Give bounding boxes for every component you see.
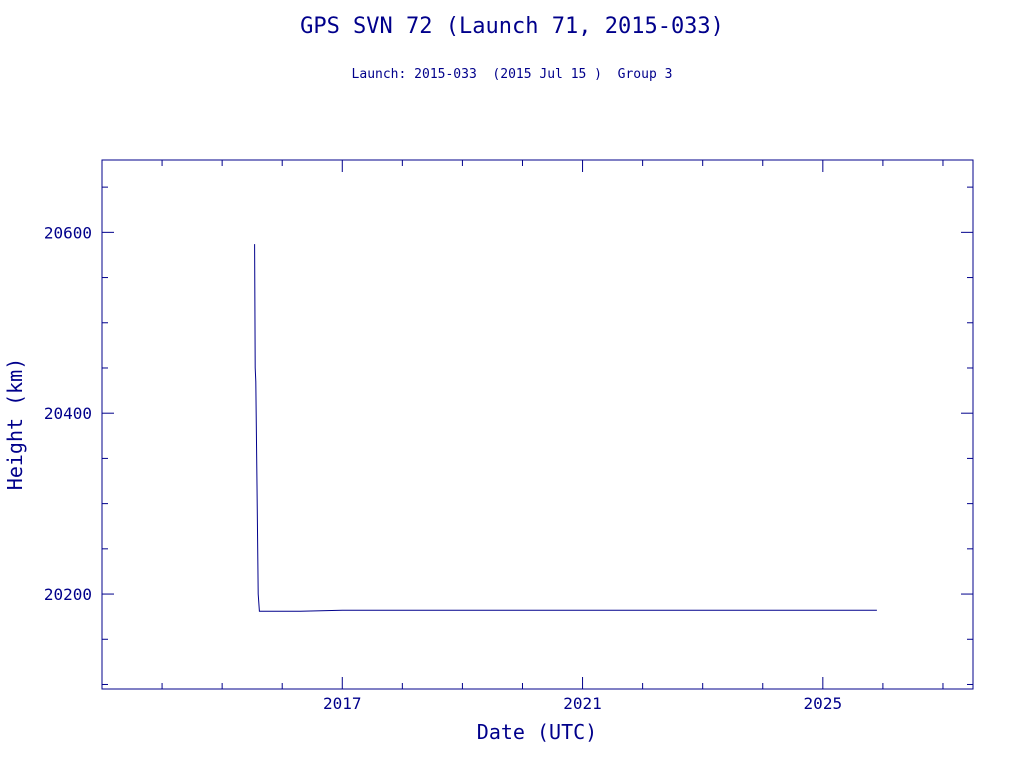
- axis-tick-labels: 2017 2021 2025 20200 20400 20600: [44, 223, 842, 713]
- x-tick-label: 2025: [804, 694, 843, 713]
- axis-ticks: [101, 160, 973, 689]
- chart-title: GPS SVN 72 (Launch 71, 2015-033): [300, 14, 724, 39]
- chart-subtitle: Launch: 2015-033 (2015 Jul 15 ) Group 3: [351, 67, 673, 82]
- x-axis-label: Date (UTC): [477, 720, 597, 744]
- plot-frame: [101, 159, 974, 690]
- y-tick-label: 20200: [44, 585, 92, 604]
- y-axis-label: Height (km): [3, 358, 27, 490]
- x-tick-label: 2017: [323, 694, 362, 713]
- y-tick-label: 20400: [44, 404, 92, 423]
- series-line: [254, 244, 877, 612]
- x-tick-label: 2021: [563, 694, 602, 713]
- y-tick-label: 20600: [44, 223, 92, 242]
